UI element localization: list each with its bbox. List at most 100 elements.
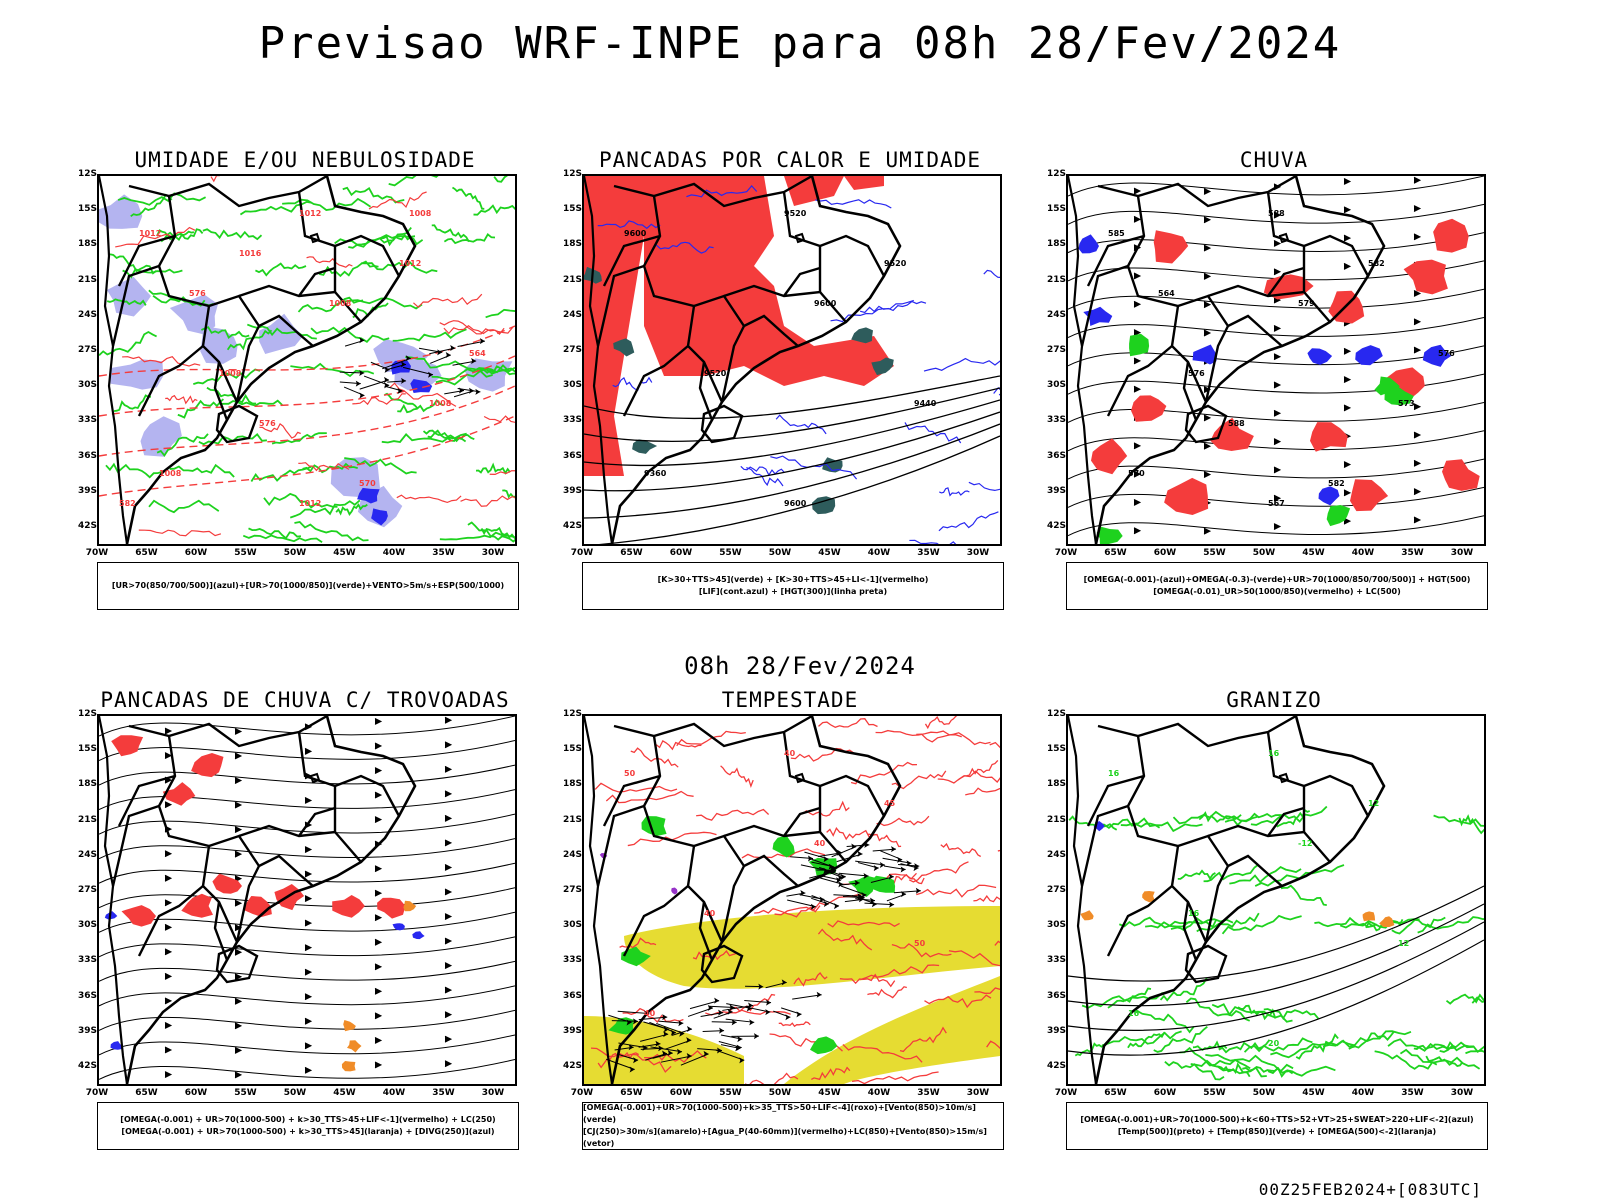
panel-title: CHUVA: [1239, 148, 1309, 172]
lat-tick-label: 36S: [562, 450, 582, 461]
lat-tick-label: 39S: [1046, 1025, 1066, 1036]
lat-tick-label: 33S: [562, 415, 582, 426]
legend-line: [Temp(500)](preto) + [Temp(850)](verde) …: [1117, 1127, 1437, 1136]
lat-tick-label: 12S: [77, 169, 97, 179]
lat-tick-label: 36S: [562, 990, 582, 1001]
lat-tick-label: 15S: [562, 204, 582, 215]
lat-tick-label: 24S: [77, 309, 97, 320]
lat-tick-label: 15S: [562, 744, 582, 755]
panel-title: UMIDADE E/OU NEBULOSIDADE: [134, 148, 476, 172]
panel-title: GRANIZO: [1226, 688, 1322, 712]
contour-label: 9600: [784, 499, 807, 508]
lon-tick-label: 45W: [333, 548, 356, 558]
lon-tick-label: 35W: [432, 1088, 455, 1098]
lon-tick-label: 45W: [1302, 548, 1325, 558]
contour-label: 1008: [329, 299, 352, 308]
panel-tempestade: TEMPESTADE 50 40 45 40 40 50 40 12S 15S 18S 21S 24S 2…: [540, 688, 1040, 1188]
lat-tick-label: 30S: [1046, 380, 1066, 391]
lon-tick-label: 70W: [1054, 1088, 1078, 1098]
lat-tick-label: 30S: [77, 380, 97, 391]
lon-tick-label: 40W: [382, 548, 406, 558]
lon-tick-label: 70W: [1054, 548, 1078, 558]
lat-tick-label: 24S: [562, 309, 582, 320]
lon-tick-label: 45W: [333, 1088, 356, 1098]
lon-tick-label: 55W: [234, 1088, 257, 1098]
lon-tick-label: 30W: [966, 1088, 990, 1098]
lat-tick-label: 33S: [562, 955, 582, 966]
lat-tick-label: 24S: [1046, 849, 1066, 860]
legend-line: [UR>70(850/700/500)](azul)+[UR>70(1000/8…: [111, 581, 505, 590]
lat-tick-label: 42S: [562, 521, 582, 531]
map-plot: 50 40 45 40 40 50 40: [584, 716, 1000, 1084]
lat-tick-label: 12S: [77, 709, 97, 719]
lat-tick-label: 21S: [1046, 274, 1066, 285]
contour-label: 570: [1128, 469, 1145, 478]
map-area: 16 16 12 -12 16 12 16 20: [1066, 714, 1486, 1086]
lat-tick-label: 24S: [1046, 309, 1066, 320]
lat-tick-label: 30S: [1046, 920, 1066, 931]
lon-tick-label: 50W: [768, 1088, 792, 1098]
lat-tick-label: 15S: [77, 744, 97, 755]
lon-tick-label: 55W: [234, 548, 257, 558]
legend-line: [OMEGA(-0.001)+UR>70(1000-500)+k>35_TTS>…: [583, 1103, 976, 1124]
contour-label: 564: [469, 349, 486, 358]
lat-tick-label: 42S: [1046, 1061, 1066, 1071]
lon-tick-label: 35W: [1401, 548, 1424, 558]
contour-label: 40: [814, 839, 826, 848]
contour-label: 40: [704, 909, 716, 918]
lat-tick-label: 12S: [562, 169, 582, 179]
contour-label: 9440: [914, 399, 937, 408]
lon-tick-label: 35W: [917, 548, 940, 558]
legend-line: [CJ(250)>30m/s](amarelo)+[Agua_P(40-60mm…: [583, 1127, 987, 1148]
lat-tick-label: 21S: [562, 274, 582, 285]
panel-trovoadas: PANCADAS DE CHUVA C/ TROVOADAS 12S 15S 18S 2…: [55, 688, 555, 1188]
contour-label: 1012: [299, 209, 321, 218]
contour-label: 582: [1368, 259, 1385, 268]
lon-tick-label: 55W: [1203, 1088, 1226, 1098]
lon-tick-label: 35W: [432, 548, 455, 558]
map-area: [97, 714, 517, 1086]
map-area: 50 40 45 40 40 50 40: [582, 714, 1002, 1086]
contour-label: 567: [1268, 499, 1285, 508]
contour-label: 50: [624, 769, 636, 778]
contour-label: 50: [914, 939, 926, 948]
lat-tick-label: 27S: [1046, 345, 1066, 355]
lon-tick-label: 45W: [818, 548, 841, 558]
lon-tick-label: 35W: [1401, 1088, 1424, 1098]
panel-umidade: UMIDADE E/OU NEBULOSIDADE 1012 1012 1012 100…: [55, 148, 555, 648]
lon-tick-label: 50W: [283, 1088, 307, 1098]
contour-label: 582: [1328, 479, 1345, 488]
contour-label: -12: [1298, 839, 1312, 848]
forecast-time-label: 08h 28/Fev/2024: [684, 652, 916, 680]
lat-tick-label: 27S: [562, 885, 582, 895]
map-area: 9600 9520 9520 9600 9520 9440 9360 9600: [582, 174, 1002, 546]
lat-tick-label: 18S: [562, 239, 582, 250]
lon-tick-label: 45W: [818, 1088, 841, 1098]
lat-tick-label: 15S: [1046, 204, 1066, 215]
lat-tick-label: 33S: [77, 955, 97, 966]
panel-legend: [UR>70(850/700/500)](azul)+[UR>70(1000/8…: [97, 562, 519, 610]
lon-tick-label: 65W: [1104, 548, 1127, 558]
contour-label: 16: [1188, 909, 1200, 918]
lon-tick-label: 65W: [1104, 1088, 1127, 1098]
panel-legend: [OMEGA(-0.001)+UR>70(1000-500)+k>35_TTS>…: [582, 1102, 1004, 1150]
legend-line: [OMEGA(-0.001) + UR>70(1000-500) + k>30_…: [120, 1115, 496, 1124]
lon-tick-label: 30W: [1450, 1088, 1474, 1098]
contour-label: 576: [259, 419, 276, 428]
lat-tick-label: 39S: [1046, 485, 1066, 496]
contour-label: 9600: [814, 299, 837, 308]
lon-tick-label: 65W: [135, 548, 158, 558]
map-plot: 585 588 582 579 576 573 570 567 564 588 582 576: [1068, 176, 1484, 544]
contour-label: 585: [1108, 229, 1125, 238]
lat-tick-label: 27S: [77, 885, 97, 895]
lon-tick-label: 70W: [570, 1088, 594, 1098]
contour-label: 1012: [299, 499, 321, 508]
lat-tick-label: 12S: [1046, 709, 1066, 719]
lon-tick-label: 55W: [719, 1088, 742, 1098]
lon-tick-label: 40W: [867, 548, 891, 558]
lat-tick-label: 36S: [1046, 990, 1066, 1001]
lat-tick-label: 30S: [77, 920, 97, 931]
lat-tick-label: 12S: [562, 709, 582, 719]
lat-tick-label: 18S: [562, 779, 582, 790]
lon-tick-label: 40W: [867, 1088, 891, 1098]
